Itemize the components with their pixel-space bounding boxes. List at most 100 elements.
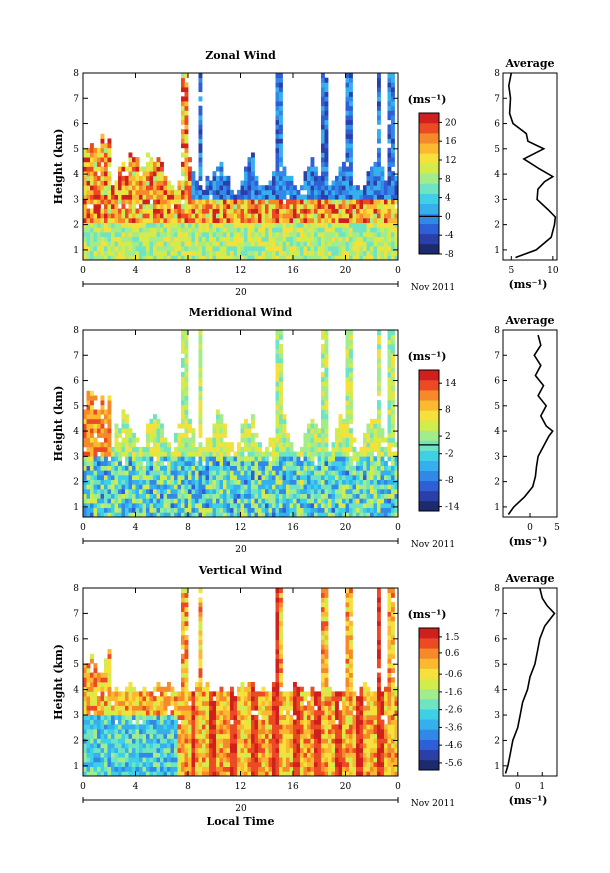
heatmap-cell	[167, 217, 171, 223]
heatmap-cell	[314, 442, 318, 448]
heatmap-cell	[314, 484, 318, 490]
heatmap-cell	[121, 437, 126, 443]
heatmap-cell	[338, 507, 343, 513]
heatmap-cell	[345, 507, 350, 513]
heatmap-cell	[90, 696, 94, 702]
heatmap-cell	[111, 733, 115, 739]
heatmap-cell	[251, 437, 255, 443]
heatmap-cell	[300, 479, 304, 485]
heatmap-cell	[107, 460, 112, 466]
heatmap-cell	[107, 672, 112, 678]
heatmap-cell	[363, 199, 367, 205]
heatmap-cell	[191, 465, 196, 471]
heatmap-cell	[195, 189, 199, 195]
heatmap-cell	[335, 194, 339, 200]
heatmap-cell	[170, 208, 175, 214]
heatmap-cell	[377, 418, 381, 424]
heatmap-cell	[128, 700, 133, 706]
heatmap-cell	[293, 227, 297, 233]
heatmap-cell	[272, 171, 276, 177]
heatmap-cell	[286, 245, 290, 252]
heatmap-cell	[100, 479, 105, 485]
heatmap-cell	[258, 498, 262, 504]
heatmap-cell	[205, 710, 210, 716]
heatmap-cell	[163, 729, 168, 735]
heatmap-cell	[167, 498, 171, 504]
heatmap-cell	[97, 199, 101, 205]
heatmap-cell	[254, 484, 259, 490]
heatmap-cell	[251, 236, 255, 242]
heatmap-cell	[331, 222, 336, 228]
heatmap-cell	[198, 73, 203, 79]
heatmap-cell	[188, 484, 192, 490]
heatmap-cell	[149, 241, 154, 247]
heatmap-cell	[107, 446, 112, 452]
heatmap-cell	[324, 479, 329, 485]
heatmap-cell	[191, 705, 196, 711]
heatmap-cell	[377, 437, 381, 443]
heatmap-cell	[391, 175, 395, 181]
heatmap-cell	[310, 488, 315, 495]
heatmap-cell	[104, 185, 108, 191]
heatmap-cell	[83, 418, 87, 424]
heatmap-cell	[170, 498, 175, 504]
heatmap-cell	[90, 157, 94, 163]
heatmap-cell	[184, 348, 189, 354]
average-x-axis-label: (ms⁻¹)	[509, 535, 548, 548]
heatmap-cell	[153, 171, 157, 177]
heatmap-cell	[233, 213, 238, 219]
heatmap-cell	[132, 488, 136, 495]
heatmap-cell	[244, 222, 248, 228]
heatmap-cell	[233, 738, 238, 744]
heatmap-cell	[83, 757, 87, 763]
heatmap-cell	[296, 208, 301, 214]
heatmap-cell	[394, 231, 399, 238]
heatmap-cell	[310, 418, 315, 424]
heatmap-cell	[314, 213, 318, 219]
heatmap-cell	[163, 488, 168, 495]
heatmap-cell	[254, 213, 259, 219]
heatmap-cell	[356, 470, 360, 476]
heatmap-cell	[324, 470, 329, 476]
heatmap-cell	[86, 456, 91, 462]
heatmap-cell	[233, 696, 238, 702]
heatmap-cell	[146, 161, 150, 167]
heatmap-cell	[195, 241, 199, 247]
heatmap-cell	[111, 766, 115, 772]
heatmap-cell	[233, 498, 238, 504]
heatmap-cell	[114, 446, 119, 452]
heatmap-cell	[342, 460, 346, 466]
heatmap-cell	[328, 231, 332, 238]
heatmap-cell	[226, 488, 231, 495]
heatmap-cell	[142, 502, 147, 509]
heatmap-cell	[118, 171, 122, 177]
heatmap-cell	[310, 479, 315, 485]
heatmap-cell	[247, 171, 252, 177]
heatmap-cell	[324, 395, 329, 401]
heatmap-cell	[114, 227, 119, 233]
heatmap-cell	[219, 470, 224, 476]
heatmap-cell	[111, 479, 115, 485]
heatmap-cell	[125, 507, 129, 513]
heatmap-cell	[303, 512, 308, 518]
heatmap-cell	[128, 502, 133, 509]
heatmap-cell	[181, 484, 185, 490]
heatmap-cell	[338, 255, 343, 261]
heatmap-cell	[97, 227, 101, 233]
heatmap-cell	[349, 348, 353, 354]
heatmap-cell	[251, 255, 255, 261]
heatmap-cell	[202, 451, 206, 457]
average-y-tick-label: 1	[494, 503, 500, 513]
heatmap-cell	[174, 199, 178, 205]
heatmap-cell	[111, 217, 115, 223]
heatmap-cell	[212, 474, 217, 481]
heatmap-cell	[202, 700, 206, 706]
heatmap-cell	[97, 512, 101, 518]
heatmap-cell	[177, 484, 182, 490]
heatmap-cell	[153, 743, 157, 749]
heatmap-cell	[219, 185, 224, 191]
heatmap-cell	[90, 498, 94, 504]
heatmap-cell	[286, 222, 290, 228]
heatmap-cell	[394, 213, 399, 219]
heatmap-cell	[216, 474, 220, 481]
